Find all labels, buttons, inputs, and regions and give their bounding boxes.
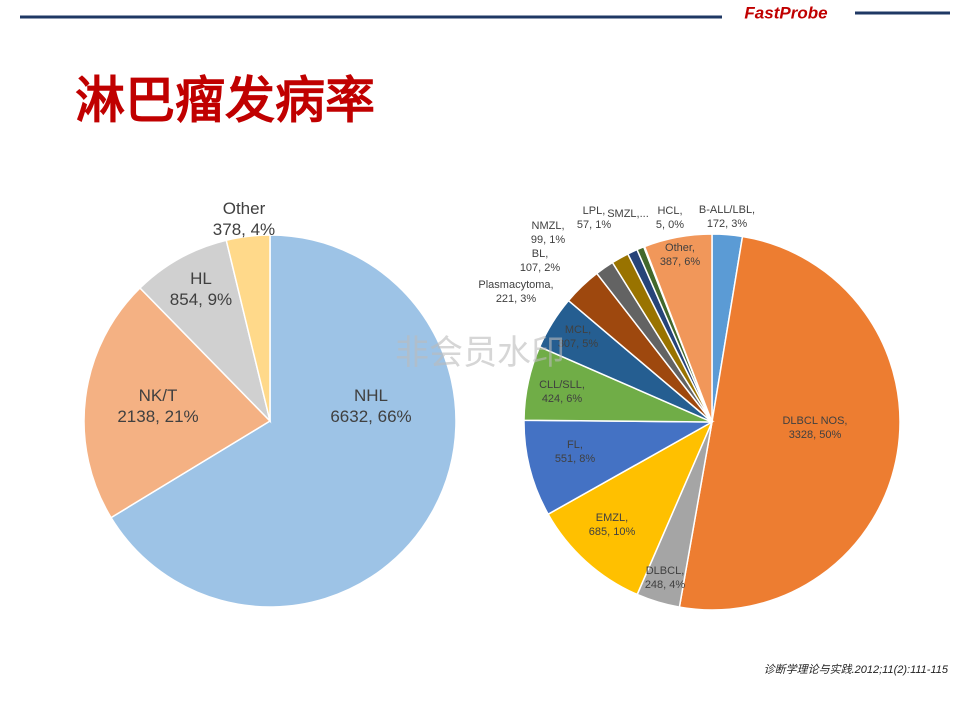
category-label: NK/T <box>139 386 178 405</box>
pie-slice <box>523 419 715 516</box>
category-label: Other <box>223 199 266 218</box>
slide-title: 淋巴瘤发病率 <box>75 72 375 130</box>
value-label: 3328, 50% <box>789 429 842 441</box>
category-label: LPL, <box>583 205 606 217</box>
category-label: BL, <box>532 248 549 260</box>
value-label: 685, 10% <box>589 526 636 538</box>
watermark: 非会员水印 <box>395 334 565 372</box>
category-label: SMZL, <box>607 208 639 220</box>
category-label: DLBCL NOS, <box>782 415 847 427</box>
value-label: 6632, 66% <box>330 407 411 426</box>
pie-slice <box>643 233 713 423</box>
category-label: HCL, <box>657 205 682 217</box>
category-label: CLL/SLL, <box>539 379 585 391</box>
value-label: 424, 6% <box>542 393 583 405</box>
category-label: HL <box>190 269 212 288</box>
value-label: 5, 0% <box>656 219 684 231</box>
category-label: EMZL, <box>596 512 628 524</box>
logo: FastProbe <box>744 3 827 22</box>
value-label: 2138, 21% <box>117 407 198 426</box>
pie-slice <box>83 286 272 519</box>
pie-slice <box>678 235 901 611</box>
category-label: B-ALL/LBL, <box>699 204 755 216</box>
category-label: NMZL, <box>532 220 565 232</box>
value-label: 248, 4% <box>645 579 686 591</box>
slice-label: SMZL,... <box>607 208 649 220</box>
category-label: DLBCL, <box>646 565 685 577</box>
value-label: 221, 3% <box>496 293 537 305</box>
pie-slice <box>138 239 272 424</box>
category-label: NHL <box>354 386 388 405</box>
value-label: 172, 3% <box>707 218 748 230</box>
category-label: MCL, <box>565 324 591 336</box>
charts: NHL 6632, 66% NK/T 2138, 21% HL 854, 9% Other 3… <box>83 199 901 611</box>
category-label: Plasmacytoma, <box>478 279 553 291</box>
value-label: 107, 2% <box>520 262 561 274</box>
value-label: ... <box>640 208 649 220</box>
value-label: 551, 8% <box>555 453 596 465</box>
value-label: 307, 5% <box>558 338 599 350</box>
value-label: 387, 6% <box>660 256 701 268</box>
value-label: 99, 1% <box>531 234 565 246</box>
value-label: 57, 1% <box>577 219 611 231</box>
pie-slice <box>225 234 271 422</box>
category-label: FL, <box>567 439 583 451</box>
value-label: 378, 4% <box>213 220 275 239</box>
citation: 诊断学理论与实践.2012;11(2):111-115 <box>764 663 949 676</box>
category-label: Other, <box>665 242 695 254</box>
pie-slice <box>110 234 457 608</box>
pie-slice <box>547 420 714 596</box>
value-label: 854, 9% <box>170 290 232 309</box>
